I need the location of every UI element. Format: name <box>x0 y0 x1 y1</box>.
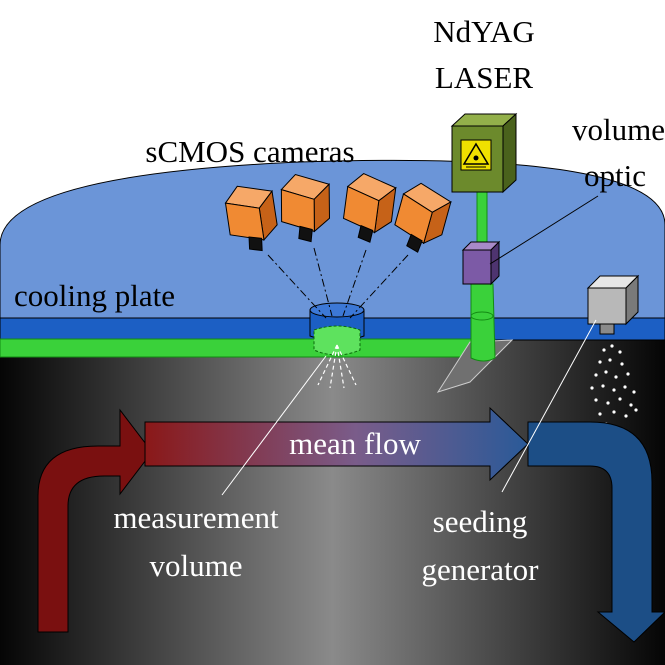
flow-inlet-arrow <box>37 408 153 633</box>
mean-flow-arrow <box>144 406 529 482</box>
cameras-label: sCMOS cameras <box>145 134 354 169</box>
measurement-volume-label-line2: volume <box>150 548 243 583</box>
measurement-window <box>309 302 365 356</box>
laser-label-line1: NdYAG <box>433 14 535 49</box>
measurement-volume-label-line1: measurement <box>113 500 279 535</box>
seeding-generator-label-line1: seeding <box>433 504 528 539</box>
flow-chamber <box>0 338 665 665</box>
laser-beam-vertical <box>476 191 488 245</box>
volume-optic-label-line2: optic <box>584 158 646 193</box>
volume-optic <box>461 240 501 286</box>
laser-beam-expanded <box>470 283 496 362</box>
laser-sheet <box>0 338 496 358</box>
laser-warning-icon <box>460 139 492 171</box>
seeding-generator <box>586 274 640 335</box>
laser-label-line2: LASER <box>435 60 534 95</box>
volume-optic-label-line1: volume <box>572 112 665 147</box>
camera-sight-lines <box>267 247 409 319</box>
cooling-plate-label: cooling plate <box>14 278 175 313</box>
mean-flow-label: mean flow <box>289 426 421 461</box>
flow-outlet-arrow <box>527 421 665 643</box>
leader-lines <box>221 195 599 496</box>
chamber-dome <box>0 159 665 319</box>
seeding-generator-label-line2: generator <box>421 552 539 587</box>
laser-housing <box>450 112 518 194</box>
measurement-volume-rays <box>317 344 357 389</box>
